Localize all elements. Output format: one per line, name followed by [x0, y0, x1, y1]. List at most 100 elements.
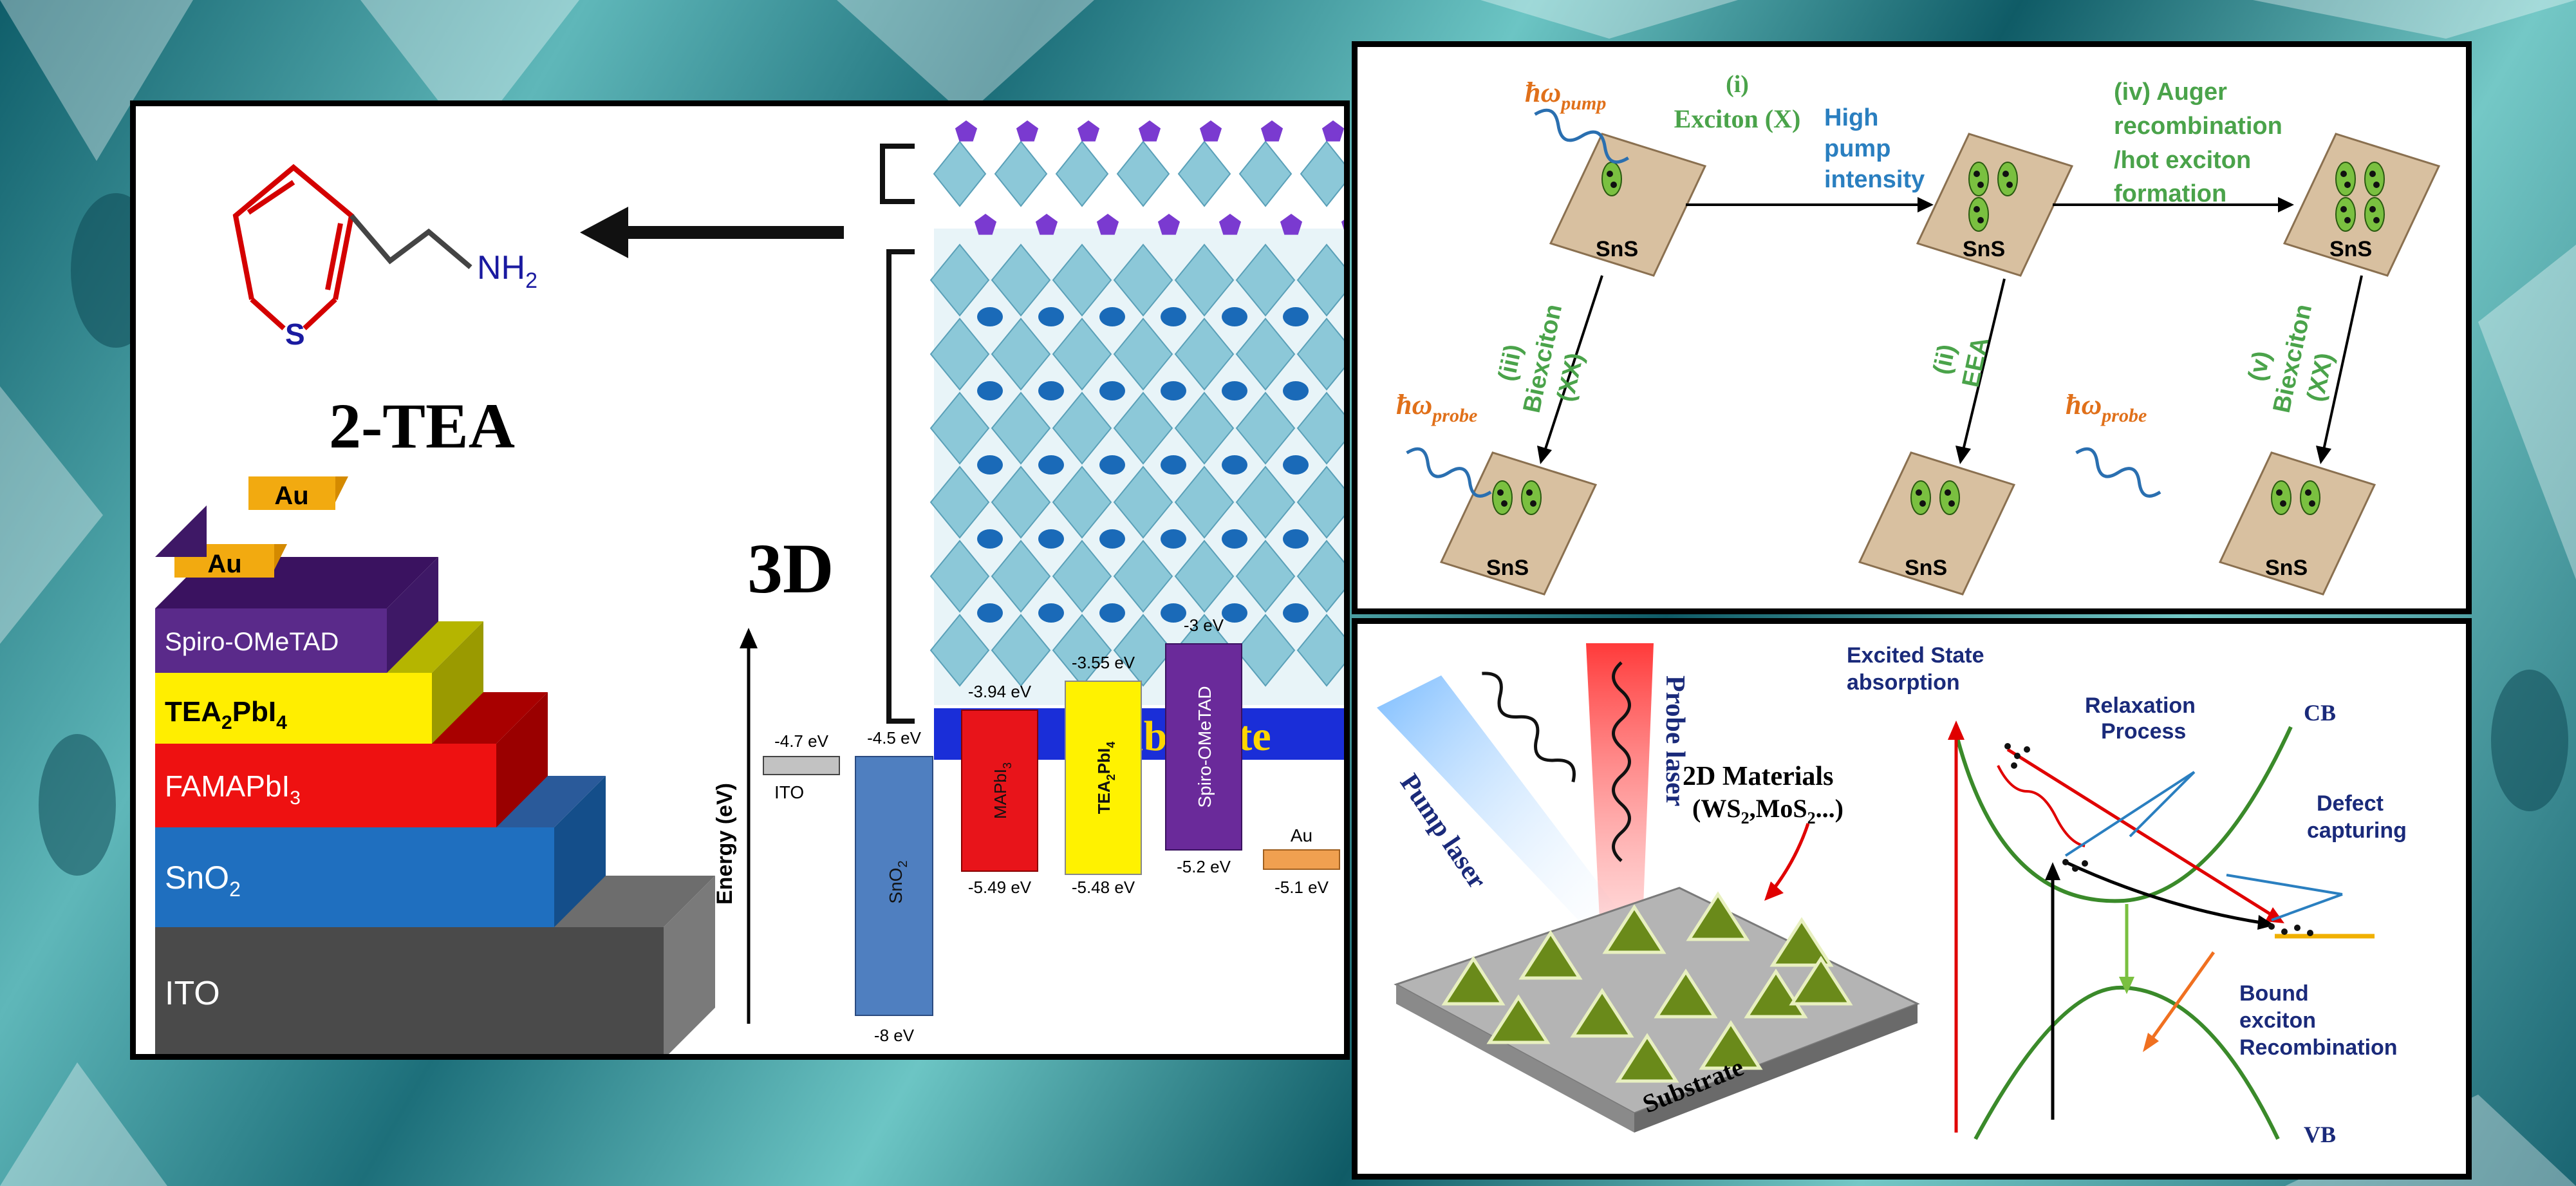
stack-au-bottom: Au [207, 550, 241, 578]
svg-text:absorption: absorption [1847, 670, 1960, 695]
stack-tea: TEA2PbI4 [165, 696, 287, 733]
step-v-label: (v) Biexciton (XX) [2243, 302, 2338, 415]
pump-probe-panel: Pump laser Probe laser 2D Materials (WS2… [1352, 618, 2472, 1180]
excited-state-label: Excited State absorption [1847, 643, 1984, 695]
svg-text:(XX): (XX) [2302, 350, 2338, 404]
pump-wave [1534, 108, 1629, 164]
level-spiro-bottom: -5.2 eV [1177, 857, 1231, 876]
sns-tile-label: SnS [2329, 237, 2372, 261]
sns-tile-label: SnS [1963, 237, 2005, 261]
svg-text:formation: formation [2114, 180, 2226, 207]
sns-exciton-panel: SnS SnS SnS SnS SnS SnS ħωpump ħωprobe ħωprob… [1352, 41, 2472, 614]
pump-wave [1482, 672, 1576, 783]
level-ito [763, 756, 840, 775]
svg-text:(iii): (iii) [1493, 342, 1527, 383]
relaxation-label: Relaxation Process [2085, 693, 2196, 744]
stack-sno2: SnO2 [165, 860, 241, 901]
stack-au-top: Au [274, 482, 308, 510]
svg-text:intensity: intensity [1824, 166, 1925, 193]
level-au [1263, 849, 1340, 870]
level-tea-bottom: -5.48 eV [1072, 878, 1135, 897]
cb-curve [1954, 726, 2293, 903]
svg-text:(XX): (XX) [1552, 350, 1589, 404]
level-sno2-top: -4.5 eV [867, 728, 921, 748]
svg-text:High: High [1824, 104, 1878, 131]
probe-wave [1612, 661, 1631, 862]
thiophene-molecule [232, 164, 472, 330]
svg-text:Recombination: Recombination [2239, 1035, 2398, 1060]
process-arrows [1543, 203, 2363, 453]
sns-tile-label: SnS [1486, 556, 1529, 580]
step-ii-label: (ii) EEA [1928, 335, 1994, 390]
probe-beam [1586, 643, 1654, 972]
svg-text:Relaxation: Relaxation [2085, 693, 2196, 718]
level-au-bottom: -5.1 eV [1274, 878, 1329, 897]
probe-symbol-1: ħωprobe [1396, 389, 1477, 426]
svg-text:Excited State: Excited State [1847, 643, 1984, 668]
level-mapbi [961, 710, 1038, 872]
layer-brackets [880, 144, 915, 724]
bound-exciton-label: Bound exciton Recombination [2239, 981, 2398, 1060]
materials-formula: (WS2,MoS2...) [1692, 794, 1843, 827]
svg-text:recombination: recombination [2114, 113, 2282, 140]
probe-symbol-2: ħωprobe [2066, 389, 2147, 426]
svg-text:(iv) Auger: (iv) Auger [2114, 79, 2227, 106]
step-iii-label: (iii) Biexciton (XX) [1493, 302, 1589, 415]
level-tea [1065, 681, 1142, 875]
pump-symbol: ħωpump [1525, 77, 1606, 114]
svg-text:Defect: Defect [2317, 791, 2384, 816]
step-i-label: Exciton (X) [1674, 104, 1801, 133]
pump-probe-diagram: Pump laser Probe laser 2D Materials (WS2… [1377, 643, 2407, 1147]
level-tea-top: -3.55 eV [1072, 653, 1135, 672]
svg-text:pump: pump [1824, 135, 1890, 162]
level-sno2-bottom: -8 eV [874, 1026, 915, 1045]
molecule-amine: NH2 [477, 249, 537, 293]
exciton-dynamics-diagram: SnS SnS SnS SnS SnS SnS ħωpump ħωprobe ħωprob… [1396, 71, 2441, 596]
svg-text:(ii): (ii) [1928, 342, 1961, 377]
energy-axis-label: Energy (eV) [713, 783, 737, 905]
svg-text:exciton: exciton [2239, 1008, 2316, 1033]
level-au-name: Au [1291, 825, 1312, 845]
svg-text:Bound: Bound [2239, 981, 2309, 1006]
crystal-to-molecule-arrow [580, 207, 844, 258]
band-diagram [1948, 720, 2375, 1140]
device-stack [155, 476, 715, 1054]
high-pump-label: High pump intensity [1824, 104, 1925, 193]
level-ito-name: ITO [774, 782, 804, 802]
label-3d: 3D [747, 529, 834, 608]
materials-title: 2D Materials [1683, 762, 1833, 791]
probe-wave-2 [2075, 447, 2161, 498]
sns-tile-label: SnS [1905, 556, 1947, 580]
vb-label: VB [2304, 1122, 2336, 1147]
level-spiro-top: -3 eV [1184, 616, 1224, 635]
2d-flakes [1441, 891, 1853, 1083]
stack-spiro: Spiro-OMeTAD [165, 628, 339, 656]
level-sno2 [855, 756, 933, 1016]
level-spiro [1165, 643, 1242, 851]
svg-text:/hot exciton: /hot exciton [2114, 147, 2251, 174]
step-i: (i) [1726, 71, 1749, 98]
svg-text:EEA: EEA [1957, 335, 1994, 390]
molecule-label: 2-TEA [329, 390, 515, 462]
level-ito-top: -4.7 eV [774, 731, 828, 751]
sns-tile-label: SnS [1596, 237, 1638, 261]
molecule-sulfur: S [285, 317, 305, 351]
probe-wave-1 [1406, 447, 1492, 498]
step-iv-label: (iv) Auger recombination /hot exciton fo… [2114, 79, 2282, 207]
svg-text:Process: Process [2101, 719, 2186, 744]
level-mapbi-top: -3.94 eV [968, 682, 1032, 701]
pump-beam [1377, 675, 1641, 959]
probe-laser-label: Probe laser [1660, 675, 1690, 806]
organic-cations [955, 120, 1344, 235]
vb-curve [1974, 985, 2280, 1140]
level-mapbi-bottom: -5.49 eV [968, 878, 1032, 897]
sns-tile-label: SnS [2265, 556, 2308, 580]
cb-label: CB [2304, 700, 2336, 726]
stack-ito: ITO [165, 975, 220, 1012]
crystal-lattice [929, 140, 1344, 705]
energy-diagram: Energy (eV) -4.7 eV ITO -4.5 eV -8 eV Sn… [713, 616, 1340, 1045]
perovskite-device-panel: S NH2 Substrate 3D 2-TEA [130, 100, 1350, 1060]
svg-text:capturing: capturing [2307, 818, 2407, 843]
svg-text:(v): (v) [2243, 349, 2276, 384]
defect-label: Defect capturing [2307, 791, 2407, 843]
